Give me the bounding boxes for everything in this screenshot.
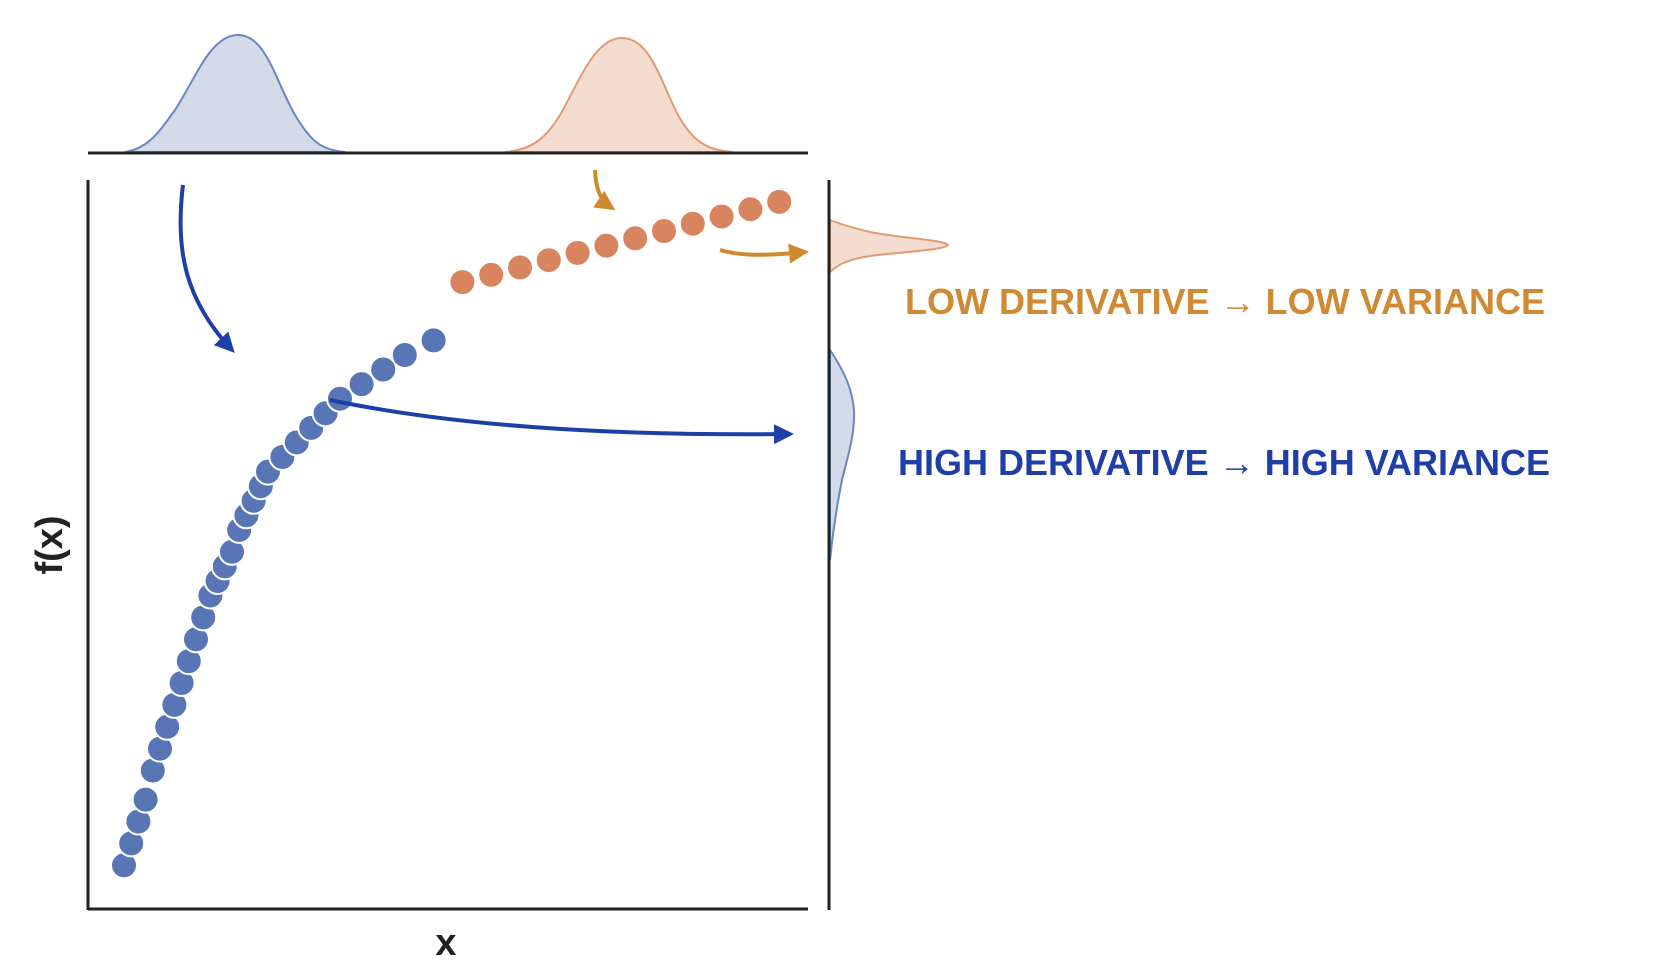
low-derivative-caption: LOW DERIVATIVE → LOW VARIANCE	[905, 281, 1545, 322]
orange-arrow-down	[593, 169, 616, 211]
y-axis-label: f(x)	[29, 515, 71, 574]
blue-x-density	[124, 33, 346, 153]
orange-point	[765, 187, 794, 216]
blue-arrow-down	[178, 184, 235, 353]
orange-point	[650, 217, 678, 245]
right-marginal	[827, 180, 950, 910]
blue-y-density	[829, 346, 856, 561]
orange-y-density	[829, 218, 950, 275]
blue-point	[347, 370, 376, 399]
orange-point	[477, 260, 506, 289]
orange-x-density	[504, 36, 733, 153]
x-axis-label: x	[435, 922, 456, 964]
blue-point	[390, 341, 419, 369]
orange-point	[707, 202, 736, 231]
main-axes: x f(x)	[29, 180, 808, 964]
high-derivative-caption: HIGH DERIVATIVE → HIGH VARIANCE	[898, 442, 1550, 483]
orange-arrow-right	[719, 243, 809, 264]
blue-arrow-right	[329, 398, 794, 445]
orange-point	[621, 224, 650, 253]
orange-point	[534, 246, 563, 275]
blue-point	[369, 355, 398, 384]
orange-point	[592, 231, 621, 260]
scatter-points	[110, 187, 794, 880]
orange-point	[736, 195, 765, 224]
orange-point	[678, 209, 707, 238]
orange-point	[448, 268, 477, 297]
blue-point	[419, 326, 448, 355]
top-marginal	[88, 33, 808, 155]
orange-point	[506, 253, 534, 282]
arrows	[178, 169, 809, 445]
blue-point	[131, 785, 160, 814]
orange-point	[563, 238, 592, 267]
